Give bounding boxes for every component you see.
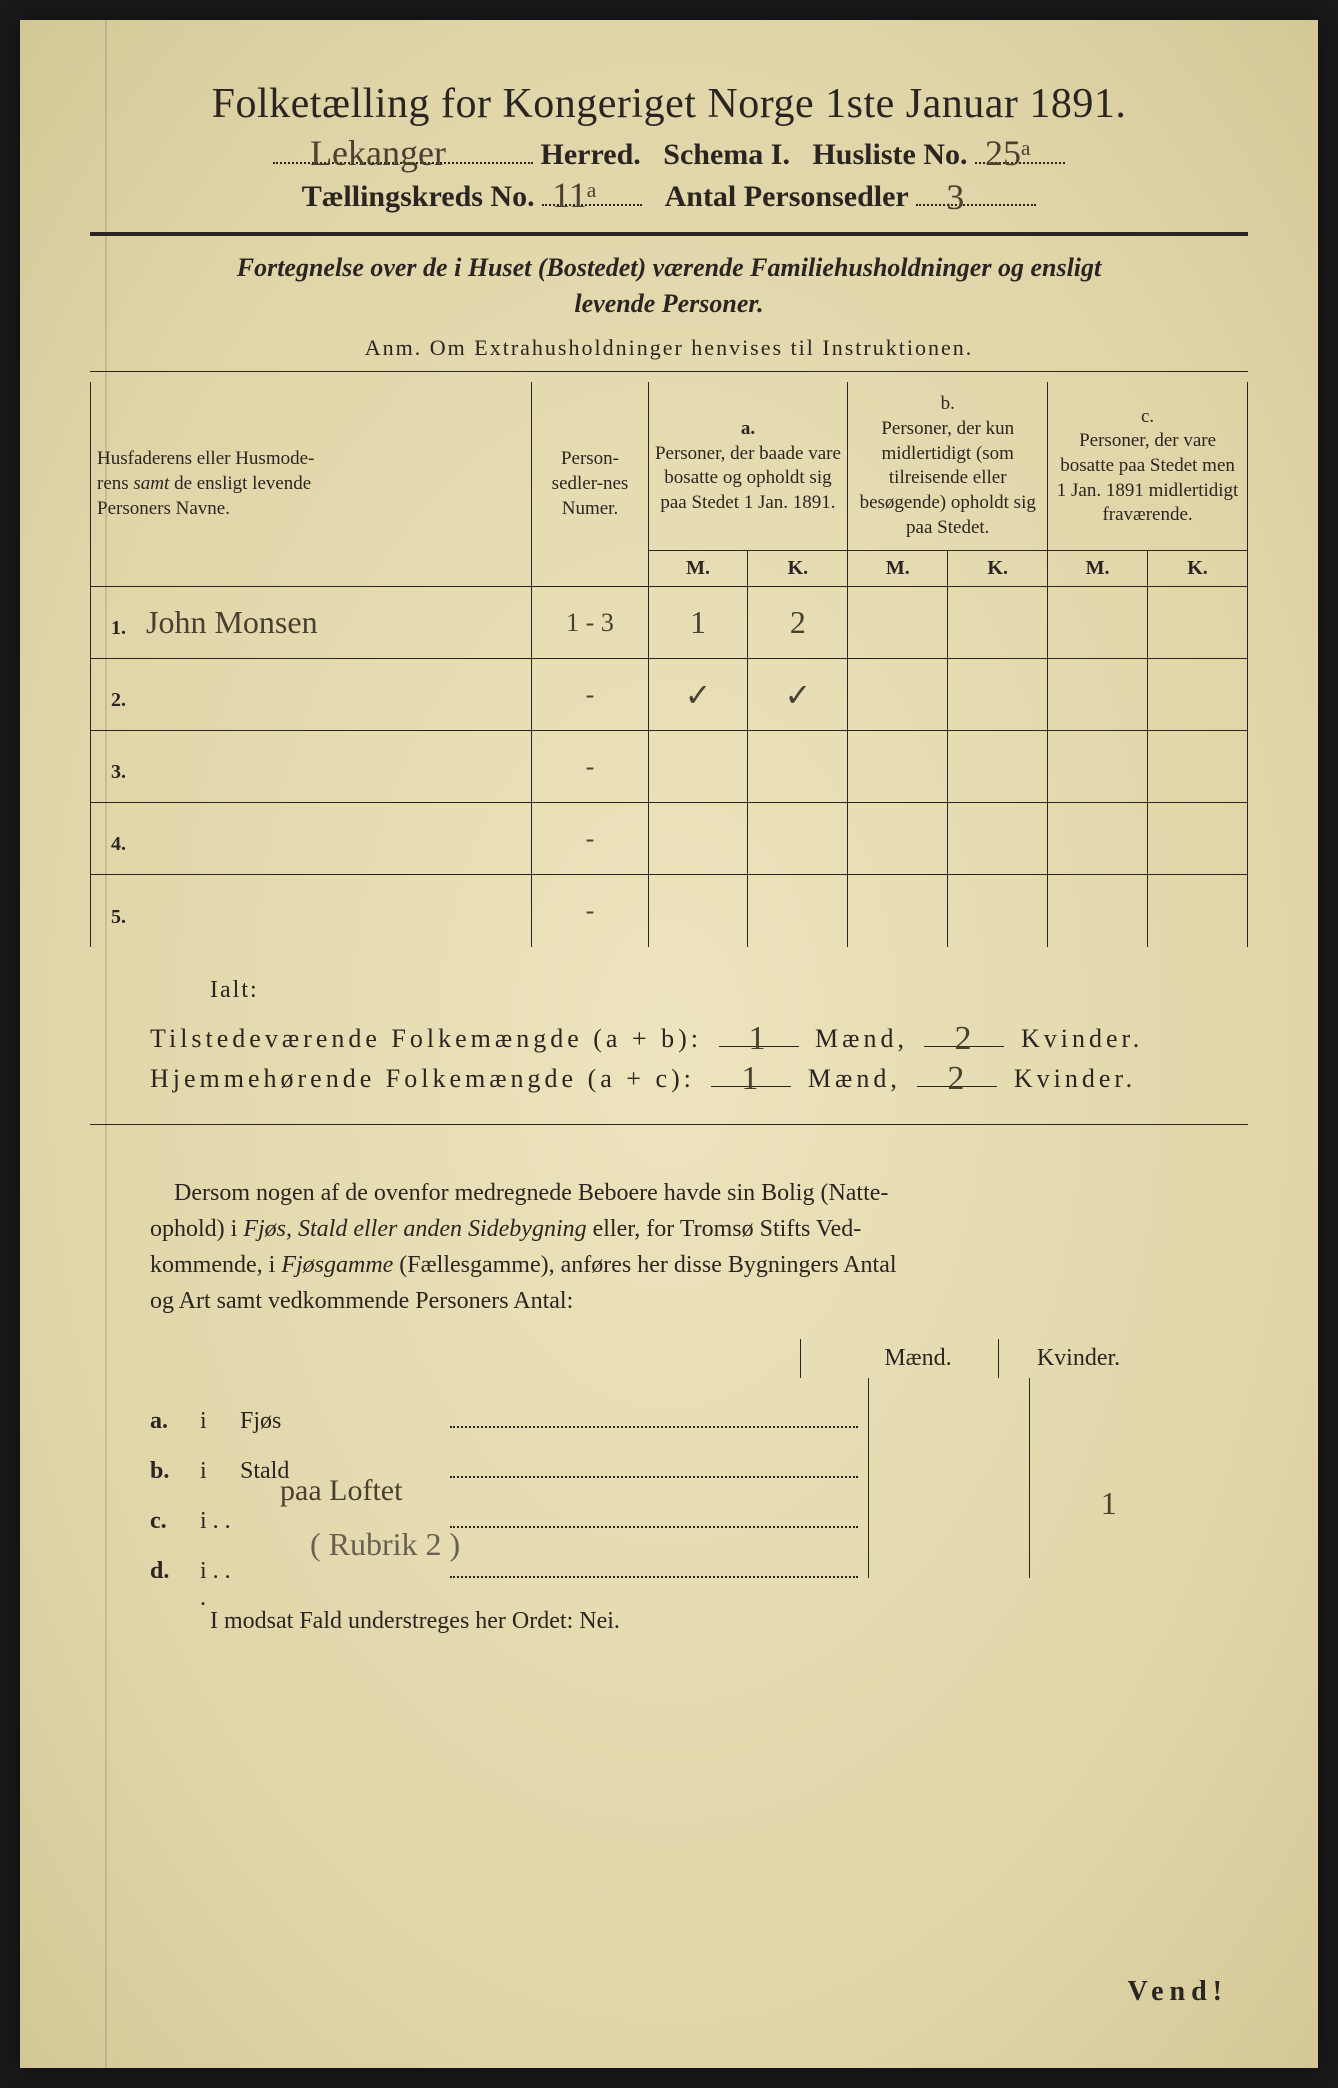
- building-row: c. i . . paa Loftet 1: [150, 1478, 1188, 1528]
- cell-ak: [748, 875, 848, 947]
- building-table: Mænd.Kvinder. a. i Fjøs b. i Stald c. i …: [150, 1339, 1188, 1578]
- building-row: b. i Stald: [150, 1428, 1188, 1478]
- cell-bk: [948, 731, 1048, 803]
- herred-label: Herred.: [541, 138, 641, 171]
- cell-bk: [948, 587, 1048, 659]
- vend-label: Vend!: [1127, 1976, 1228, 2008]
- sum1-k-hw: 2: [954, 1020, 975, 1058]
- cell-bk: [948, 803, 1048, 875]
- rule-2: [90, 371, 1248, 373]
- antal-label: Antal Personsedler: [665, 180, 909, 213]
- husliste-label: Husliste No.: [812, 138, 967, 171]
- bt-header: Mænd.Kvinder.: [800, 1339, 1188, 1378]
- th-c-m: M.: [1048, 551, 1148, 587]
- cell-ck: [1148, 659, 1248, 731]
- building-paragraph: Dersom nogen af de ovenfor medregnede Be…: [150, 1175, 1218, 1319]
- th-b: b. Personer, der kun midlertidigt (som t…: [848, 382, 1048, 551]
- table-row-name: 4.: [91, 803, 532, 875]
- table-row-num: 1 - 3: [532, 587, 648, 659]
- rule-1: [90, 232, 1248, 236]
- cell-cm: [1048, 875, 1148, 947]
- building-row: a. i Fjøs: [150, 1378, 1188, 1428]
- cell-am: [648, 731, 748, 803]
- sum2-k-hw: 2: [947, 1060, 968, 1098]
- th-num: Person-sedler-nes Numer.: [532, 382, 648, 587]
- th-b-k: K.: [948, 551, 1048, 587]
- table-row-name: 3.: [91, 731, 532, 803]
- header-line-3: Tællingskreds No. 11ᵃ Antal Personsedler…: [90, 180, 1248, 214]
- cell-ck: [1148, 731, 1248, 803]
- th-a-m: M.: [648, 551, 748, 587]
- cell-bk: [948, 659, 1048, 731]
- ialt-label: Ialt:: [210, 977, 1248, 1004]
- antal-handwritten: 3: [946, 176, 964, 218]
- herred-handwritten: Lekanger: [253, 132, 503, 174]
- census-form-page: Folketælling for Kongeriget Norge 1ste J…: [20, 20, 1318, 2068]
- th-b-m: M.: [848, 551, 948, 587]
- cell-ck: [1148, 587, 1248, 659]
- schema-label: Schema I.: [663, 138, 790, 171]
- cell-ak: ✓: [748, 659, 848, 731]
- header-line-2: Lekanger Herred. Schema I. Husliste No. …: [90, 138, 1248, 172]
- th-name: Husfaderens eller Husmode-rens samt de e…: [91, 382, 532, 587]
- summary-resident: Hjemmehørende Folkemængde (a + c): 1 Mæn…: [150, 1064, 1248, 1094]
- table-row-name: 5.: [91, 875, 532, 947]
- cell-ak: [748, 731, 848, 803]
- cell-am: 1: [648, 587, 748, 659]
- cell-cm: [1048, 587, 1148, 659]
- summary-present: Tilstedeværende Folkemængde (a + b): 1 M…: [150, 1024, 1248, 1054]
- page-title: Folketælling for Kongeriget Norge 1ste J…: [90, 80, 1248, 128]
- footer-instruction: I modsat Fald understreges her Ordet: Ne…: [210, 1608, 1248, 1635]
- husliste-handwritten: 25ᵃ: [985, 132, 1031, 174]
- table-row-num: -: [532, 803, 648, 875]
- cell-bm: [848, 803, 948, 875]
- cell-ak: 2: [748, 587, 848, 659]
- th-c-k: K.: [1148, 551, 1248, 587]
- anm-note: Anm. Om Extrahusholdninger henvises til …: [90, 335, 1248, 361]
- cell-am: [648, 875, 748, 947]
- cell-am: [648, 803, 748, 875]
- kreds-label: Tællingskreds No.: [302, 180, 535, 213]
- cell-bk: [948, 875, 1048, 947]
- kreds-handwritten: 11ᵃ: [552, 174, 597, 216]
- rule-3: [90, 1124, 1248, 1126]
- table-row-num: -: [532, 875, 648, 947]
- th-a: a. Personer, der baade vare bosatte og o…: [648, 382, 848, 551]
- table-row-name: 2.: [91, 659, 532, 731]
- section-heading: Fortegnelse over de i Huset (Bostedet) v…: [90, 250, 1248, 323]
- sum2-m-hw: 1: [741, 1060, 762, 1098]
- cell-cm: [1048, 803, 1148, 875]
- cell-bm: [848, 659, 948, 731]
- th-a-k: K.: [748, 551, 848, 587]
- cell-bm: [848, 875, 948, 947]
- cell-bm: [848, 587, 948, 659]
- cell-cm: [1048, 659, 1148, 731]
- sum1-m-hw: 1: [749, 1020, 770, 1058]
- cell-am: ✓: [648, 659, 748, 731]
- cell-cm: [1048, 731, 1148, 803]
- cell-ck: [1148, 875, 1248, 947]
- th-c: c. Personer, der vare bosatte paa Stedet…: [1048, 382, 1248, 551]
- cell-ck: [1148, 803, 1248, 875]
- cell-ak: [748, 803, 848, 875]
- household-table: Husfaderens eller Husmode-rens samt de e…: [90, 382, 1248, 947]
- cell-bm: [848, 731, 948, 803]
- building-row: d. i . . . ( Rubrik 2 ): [150, 1528, 1188, 1578]
- table-row-num: -: [532, 731, 648, 803]
- table-row-name: 1. John Monsen: [91, 587, 532, 659]
- table-row-num: -: [532, 659, 648, 731]
